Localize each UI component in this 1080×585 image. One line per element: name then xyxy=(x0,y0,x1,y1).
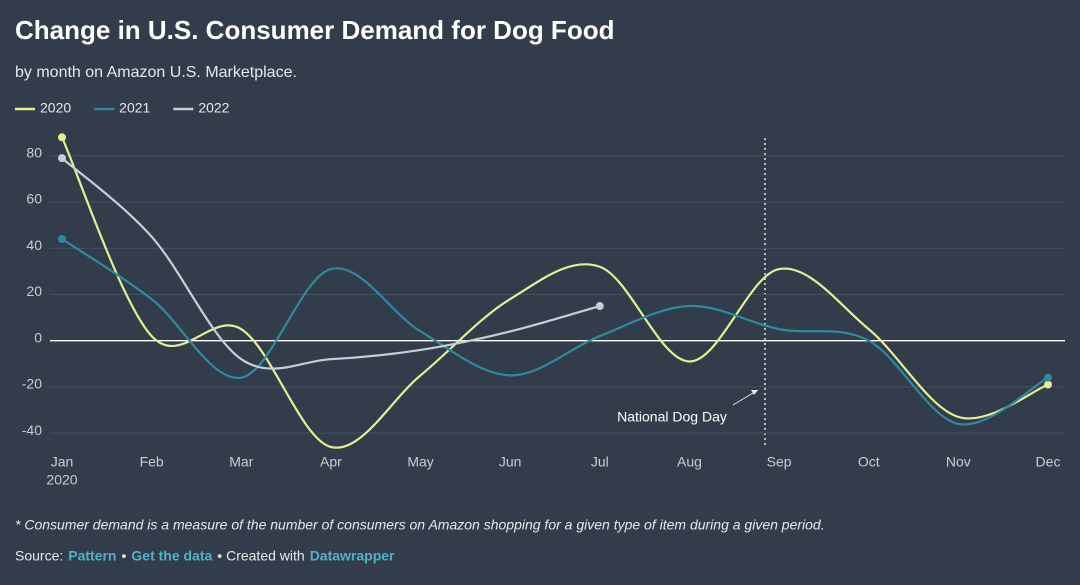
end-dot xyxy=(58,154,66,163)
x-tick-label: Dec xyxy=(1036,454,1061,470)
x-tick-label: Nov xyxy=(946,454,971,470)
end-dot xyxy=(1044,373,1052,382)
x-tick-label: Sep xyxy=(767,454,792,470)
y-tick-label: 80 xyxy=(26,145,42,161)
end-dot xyxy=(1044,380,1052,389)
source-text: • Created with xyxy=(217,548,304,564)
y-tick-label: 0 xyxy=(34,329,42,345)
y-tick-label: 20 xyxy=(26,283,42,299)
x-tick-label: Jun xyxy=(499,454,522,470)
y-tick-label: -20 xyxy=(22,376,42,392)
x-tick-label: Aug xyxy=(677,454,702,470)
legend-label: 2020 xyxy=(40,100,71,116)
x-tick-label: May xyxy=(407,454,433,470)
source-link[interactable]: Datawrapper xyxy=(310,548,395,564)
x-tick-label: Oct xyxy=(858,454,880,470)
x-tick-label: Jul xyxy=(591,454,609,470)
annotation-arrowhead xyxy=(751,390,758,395)
note: * Consumer demand is a measure of the nu… xyxy=(15,517,825,533)
x-tick-year: 2020 xyxy=(46,472,77,488)
y-tick-label: -40 xyxy=(22,422,42,438)
line xyxy=(60,136,1049,449)
x-tick-label: Jan xyxy=(51,454,74,470)
subtitle: by month on Amazon U.S. Marketplace. xyxy=(15,64,297,81)
source-text: • xyxy=(121,548,126,564)
source-text: Source: xyxy=(15,548,63,564)
y-tick-label: 60 xyxy=(26,191,42,207)
legend-label: 2021 xyxy=(119,100,150,116)
x-tick-label: Feb xyxy=(140,454,164,470)
source: Source: Pattern • Get the data • Created wit… xyxy=(15,548,395,564)
chart-title: Change in U.S. Consumer Demand for Dog F… xyxy=(15,15,614,45)
end-dot xyxy=(58,235,66,243)
source-link[interactable]: Pattern xyxy=(68,548,116,564)
end-dot xyxy=(58,133,66,142)
annotation: National Dog Day xyxy=(617,409,727,425)
end-dot xyxy=(595,302,604,311)
x-tick-label: Apr xyxy=(320,454,342,470)
line xyxy=(61,238,1049,426)
legend-label: 2022 xyxy=(198,100,229,116)
x-tick-label: Mar xyxy=(229,454,253,470)
y-tick-label: 40 xyxy=(26,237,42,253)
source-link[interactable]: Get the data xyxy=(131,548,212,564)
line xyxy=(61,157,601,370)
